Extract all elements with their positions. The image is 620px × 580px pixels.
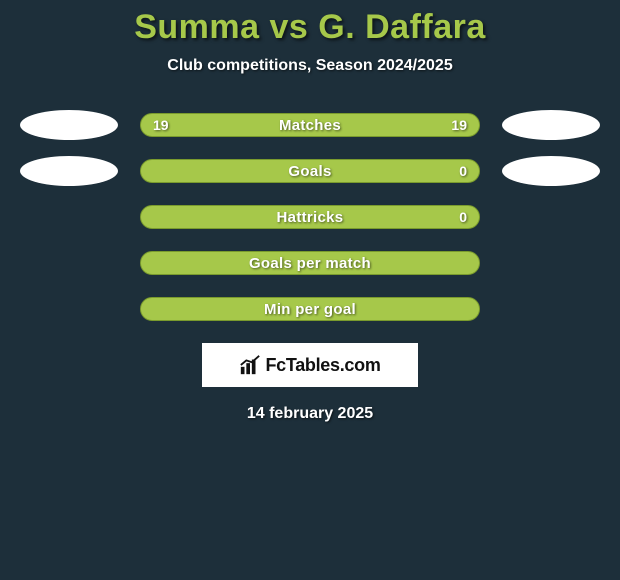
left-marker-oval bbox=[20, 110, 118, 140]
page-title: Summa vs G. Daffara bbox=[0, 0, 620, 47]
stat-right-value: 19 bbox=[451, 117, 467, 133]
stat-bar: Goals 0 bbox=[140, 159, 480, 183]
left-marker-spacer bbox=[20, 202, 118, 232]
brand-logo-text: FcTables.com bbox=[265, 355, 380, 376]
left-marker-spacer bbox=[20, 248, 118, 278]
page-subtitle: Club competitions, Season 2024/2025 bbox=[0, 57, 620, 75]
right-marker-spacer bbox=[502, 294, 600, 324]
stat-row: Goals per match bbox=[0, 251, 620, 275]
right-marker-spacer bbox=[502, 248, 600, 278]
left-marker-oval bbox=[20, 156, 118, 186]
bar-chart-icon bbox=[239, 354, 261, 376]
stat-left-value: 19 bbox=[153, 117, 169, 133]
right-marker-oval bbox=[502, 156, 600, 186]
stat-row: Hattricks 0 bbox=[0, 205, 620, 229]
stat-right-value: 0 bbox=[459, 209, 467, 225]
stat-row: Goals 0 bbox=[0, 159, 620, 183]
stats-container: 19 Matches 19 Goals 0 Hattricks 0 Goals … bbox=[0, 113, 620, 321]
stat-bar: Hattricks 0 bbox=[140, 205, 480, 229]
stat-bar: Goals per match bbox=[140, 251, 480, 275]
stat-bar: 19 Matches 19 bbox=[140, 113, 480, 137]
stat-row: 19 Matches 19 bbox=[0, 113, 620, 137]
stat-label: Min per goal bbox=[264, 301, 356, 318]
stat-label: Goals bbox=[288, 163, 331, 180]
stat-bar: Min per goal bbox=[140, 297, 480, 321]
stat-label: Hattricks bbox=[277, 209, 344, 226]
stat-label: Matches bbox=[279, 117, 341, 134]
left-marker-spacer bbox=[20, 294, 118, 324]
info-date: 14 february 2025 bbox=[0, 405, 620, 423]
stat-label: Goals per match bbox=[249, 255, 371, 272]
stat-right-value: 0 bbox=[459, 163, 467, 179]
right-marker-oval bbox=[502, 110, 600, 140]
stat-row: Min per goal bbox=[0, 297, 620, 321]
brand-logo[interactable]: FcTables.com bbox=[202, 343, 418, 387]
right-marker-spacer bbox=[502, 202, 600, 232]
